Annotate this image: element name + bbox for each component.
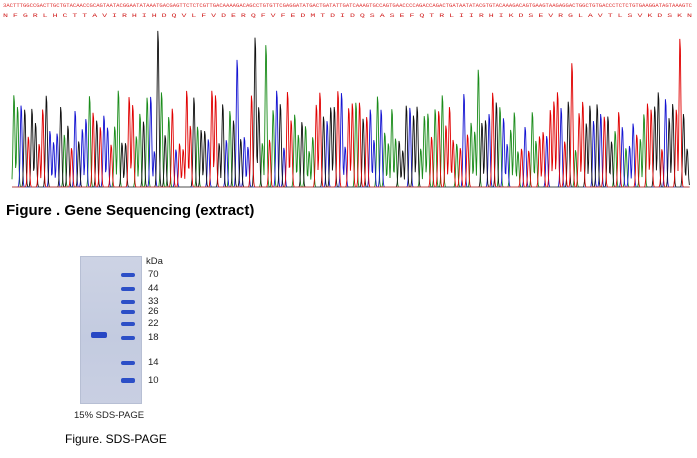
sds-page-gel: [80, 256, 142, 404]
sequencing-chromatogram: 3ACTTTGGCCGACTTGCTGTACAACCGCAGTAATACGGAA…: [3, 3, 692, 188]
gel-caption: 15% SDS-PAGE: [74, 410, 145, 421]
marker-band-18: [121, 336, 135, 340]
marker-band-22: [121, 322, 135, 326]
marker-label-18: 18: [148, 332, 159, 343]
marker-label-70: 70: [148, 269, 159, 280]
trace-group: [11, 30, 690, 188]
amino-acid-sequence: N F G R L H C T T A V I R H I H D Q V L …: [3, 12, 692, 19]
marker-label-26: 26: [148, 306, 159, 317]
marker-label-22: 22: [148, 318, 159, 329]
marker-band-26: [121, 310, 135, 314]
marker-label-33: 33: [148, 296, 159, 307]
marker-label-44: 44: [148, 283, 159, 294]
marker-label-10: 10: [148, 375, 159, 386]
marker-band-14: [121, 361, 135, 365]
marker-band-44: [121, 287, 135, 291]
marker-band-10: [121, 378, 135, 383]
dna-sequence: 3ACTTTGGCCGACTTGCTGTACAACCGCAGTAATACGGAA…: [3, 3, 692, 9]
gene-sequencing-title: Figure . Gene Sequencing (extract): [6, 202, 255, 219]
marker-band-33: [121, 300, 135, 304]
marker-band-70: [121, 273, 135, 277]
sample-band: [91, 332, 107, 338]
sds-page-title: Figure. SDS-PAGE: [65, 432, 167, 446]
kda-unit-label: kDa: [146, 256, 163, 267]
marker-label-14: 14: [148, 357, 159, 368]
